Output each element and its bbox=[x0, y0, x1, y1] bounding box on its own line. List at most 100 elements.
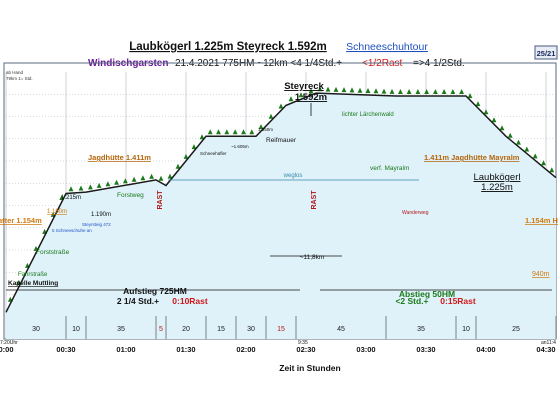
segment-label: 30 bbox=[247, 326, 255, 333]
x-tick-label: 02:00 bbox=[236, 345, 255, 354]
label-laubkoegerl-elev: 1.225m bbox=[481, 182, 513, 193]
segment-label: 30 bbox=[32, 326, 40, 333]
tree-icon bbox=[317, 86, 323, 92]
tree-icon bbox=[541, 160, 546, 166]
label-1160: 1.160m bbox=[47, 209, 67, 215]
tree-icon bbox=[549, 167, 555, 173]
tree-icon bbox=[149, 173, 154, 179]
tree-icon bbox=[349, 87, 355, 93]
tree-icon bbox=[158, 175, 164, 181]
title-peaks: Laubkögerl 1.225m Steyreck 1.592m bbox=[129, 41, 327, 53]
label-wanderweg: Wanderweg bbox=[402, 210, 429, 216]
tree-icon bbox=[308, 88, 314, 94]
tree-icon bbox=[532, 153, 538, 159]
tree-icon bbox=[114, 179, 119, 185]
x-tick-label: 01:30 bbox=[176, 345, 195, 354]
tree-icon bbox=[224, 129, 230, 135]
x-tick-label: 02:30 bbox=[296, 345, 315, 354]
label-abstieg-rast: 0:15Rast bbox=[440, 296, 476, 306]
tree-icon bbox=[288, 96, 294, 102]
tree-icon bbox=[459, 89, 464, 94]
tree-icon bbox=[232, 129, 238, 135]
label-1605: ~1.605m bbox=[231, 144, 249, 149]
tree-icon bbox=[467, 93, 473, 99]
tree-icon bbox=[278, 103, 284, 109]
segment-label: 15 bbox=[277, 326, 285, 333]
tree-icon bbox=[249, 129, 255, 135]
page-badge-box bbox=[534, 45, 558, 60]
tree-icon bbox=[175, 163, 181, 169]
header: Laubkögerl 1.225m Steyreck 1.592m Schnee… bbox=[6, 41, 558, 81]
tree-icon bbox=[424, 89, 429, 94]
label-aufstieg-time: 2 1/4 Std.+ bbox=[117, 296, 159, 306]
start-time: 7:20Uhr bbox=[0, 340, 18, 346]
legend-note-2: 79km 1= Std. bbox=[6, 76, 33, 81]
label-reifmauer: Reifmauer bbox=[266, 137, 297, 144]
rast-time: 9:35 bbox=[298, 340, 308, 346]
x-axis-ticks: 0:00 00:30 01:00 01:30 02:00 02:30 03:00 03:30 0… bbox=[0, 345, 556, 354]
label-steyrsteig: Steyrsteig 472 bbox=[82, 222, 111, 227]
label-jagdhuette-mayralm: 1.411m Jagdhütte Mayralm bbox=[424, 153, 520, 162]
x-tick-label: 01:00 bbox=[116, 345, 135, 354]
tree-icon bbox=[191, 144, 197, 150]
label-laubkoegerl: Laubkögerl bbox=[473, 172, 520, 183]
tree-icon bbox=[524, 146, 530, 152]
tree-icon bbox=[450, 89, 456, 94]
x-tick-label: 0:00 bbox=[0, 345, 14, 354]
annotations: Steyreck 1.592m Jagdhütte 1.411m 1.411m … bbox=[0, 81, 558, 306]
duration-segments: 30 10 35 5 20 15 30 15 45 35 10 25 bbox=[32, 316, 557, 339]
tree-icon bbox=[433, 89, 438, 94]
label-steyreck-elev: 1.592m bbox=[295, 92, 327, 103]
label-steyreck: Steyreck bbox=[284, 81, 324, 92]
segment-label: 10 bbox=[462, 326, 470, 333]
tree-icon bbox=[357, 87, 363, 93]
tree-icon bbox=[507, 132, 513, 138]
tree-icon bbox=[483, 109, 489, 115]
tree-icon bbox=[325, 86, 331, 92]
tree-icon bbox=[105, 181, 111, 187]
x-axis-label: Zeit in Stunden bbox=[279, 363, 340, 373]
page-badge: 25/21 bbox=[537, 49, 556, 58]
label-km: ~11,8km bbox=[300, 254, 325, 261]
tree-icon bbox=[499, 125, 505, 131]
label-1215: 1.215m bbox=[61, 195, 81, 201]
label-1190: 1.190m bbox=[91, 212, 111, 218]
label-1550: 1.550m bbox=[258, 127, 273, 132]
tree-icon bbox=[78, 185, 84, 191]
elevation-area bbox=[6, 93, 556, 339]
x-tick-label: 04:00 bbox=[476, 345, 495, 354]
tree-icon bbox=[406, 89, 412, 94]
x-tick-label: 03:00 bbox=[356, 345, 375, 354]
label-aufstieg-rast: 0:10Rast bbox=[172, 296, 208, 306]
tree-icon bbox=[199, 134, 205, 140]
tree-icon bbox=[140, 175, 146, 181]
title-link[interactable]: Schneeschuhtour bbox=[346, 41, 428, 53]
tree-icon bbox=[131, 176, 137, 182]
tree-icon bbox=[207, 129, 213, 135]
x-tick-label: 03:30 bbox=[416, 345, 435, 354]
tree-icon bbox=[268, 113, 274, 119]
label-hatter: atter 1.154m bbox=[0, 216, 42, 225]
elevation-line bbox=[5, 92, 557, 313]
label-940: 940m bbox=[532, 271, 550, 278]
tree-icon bbox=[167, 173, 173, 179]
label-weglos: weglos bbox=[283, 173, 303, 179]
rast-label-1: RAST bbox=[157, 190, 164, 210]
label-larchenwald: lichter Lärchenwald bbox=[342, 112, 394, 118]
segment-label: 35 bbox=[417, 326, 425, 333]
label-abstieg-time: <2 Std.+ bbox=[395, 296, 428, 306]
tree-icon bbox=[183, 153, 189, 159]
segment-label: 45 bbox=[337, 326, 345, 333]
rast-label-2: RAST bbox=[311, 190, 318, 210]
segment-label: 15 bbox=[217, 326, 225, 333]
tree-icon bbox=[516, 139, 521, 145]
label-schneehuefler: Schneehüfler bbox=[200, 151, 227, 156]
label-mayralm: verf. Mayralm bbox=[370, 165, 409, 172]
tree-icon bbox=[389, 88, 395, 94]
segment-label: 35 bbox=[117, 326, 125, 333]
tree-icon bbox=[68, 186, 74, 192]
label-schneeschuhe: 5 Schneeschuhe an bbox=[52, 228, 92, 233]
tree-icon bbox=[123, 178, 128, 184]
label-hatter-right: 1.154m H bbox=[525, 216, 558, 225]
